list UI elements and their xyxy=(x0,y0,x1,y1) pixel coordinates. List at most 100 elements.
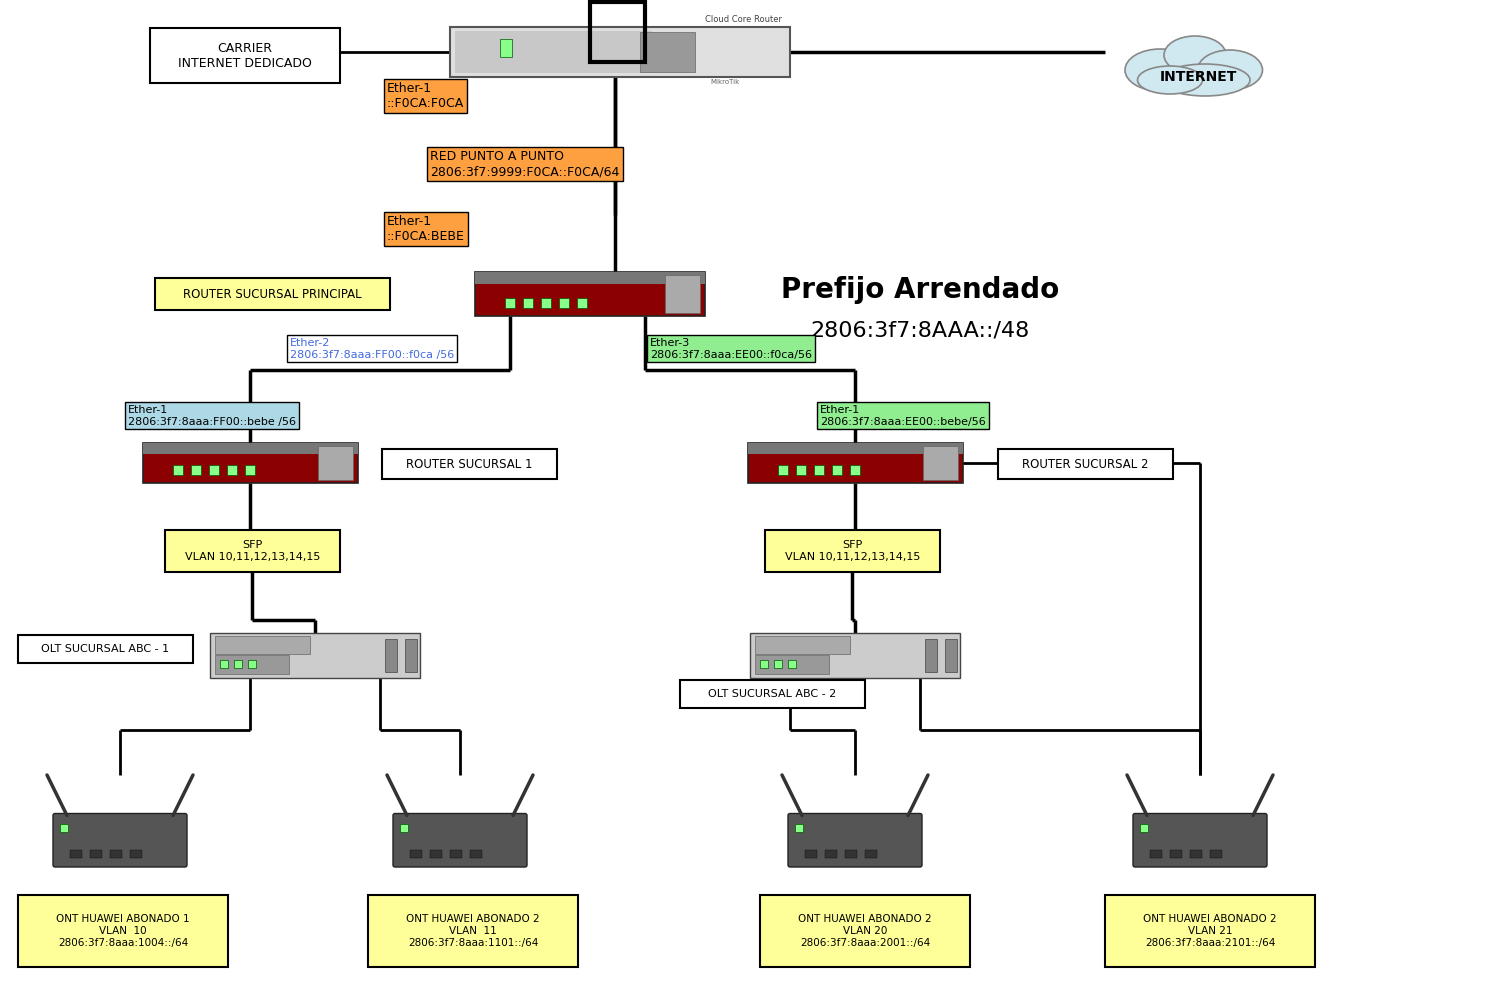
FancyBboxPatch shape xyxy=(18,895,228,967)
Text: OLT SUCURSAL ABC - 2: OLT SUCURSAL ABC - 2 xyxy=(708,689,837,699)
FancyBboxPatch shape xyxy=(500,39,512,57)
FancyBboxPatch shape xyxy=(849,465,859,475)
FancyBboxPatch shape xyxy=(825,850,837,858)
FancyBboxPatch shape xyxy=(154,278,390,310)
FancyBboxPatch shape xyxy=(234,660,242,668)
FancyBboxPatch shape xyxy=(214,635,309,654)
FancyBboxPatch shape xyxy=(788,814,922,867)
FancyBboxPatch shape xyxy=(1170,850,1182,858)
FancyBboxPatch shape xyxy=(777,465,788,475)
FancyBboxPatch shape xyxy=(1140,824,1148,832)
FancyBboxPatch shape xyxy=(410,850,422,858)
Text: INTERNET: INTERNET xyxy=(1160,70,1236,84)
FancyBboxPatch shape xyxy=(318,446,352,480)
Text: ROUTER SUCURSAL 1: ROUTER SUCURSAL 1 xyxy=(406,458,532,471)
Ellipse shape xyxy=(1197,50,1263,90)
FancyBboxPatch shape xyxy=(244,465,255,475)
FancyBboxPatch shape xyxy=(110,850,122,858)
Text: Ether-1
::F0CA:F0CA: Ether-1 ::F0CA:F0CA xyxy=(387,82,465,110)
Text: SFP
VLAN 10,11,12,13,14,15: SFP VLAN 10,11,12,13,14,15 xyxy=(784,540,920,562)
FancyBboxPatch shape xyxy=(765,530,940,572)
FancyBboxPatch shape xyxy=(165,530,340,572)
FancyBboxPatch shape xyxy=(998,449,1173,479)
FancyBboxPatch shape xyxy=(454,31,652,73)
FancyBboxPatch shape xyxy=(386,638,398,671)
FancyBboxPatch shape xyxy=(506,298,515,308)
FancyBboxPatch shape xyxy=(1210,850,1222,858)
FancyBboxPatch shape xyxy=(813,465,824,475)
FancyBboxPatch shape xyxy=(368,895,578,967)
FancyBboxPatch shape xyxy=(172,465,183,475)
Text: Ether-1
2806:3f7:8aaa:EE00::bebe/56: Ether-1 2806:3f7:8aaa:EE00::bebe/56 xyxy=(821,405,986,427)
Text: CARRIER
INTERNET DEDICADO: CARRIER INTERNET DEDICADO xyxy=(178,41,312,69)
FancyBboxPatch shape xyxy=(400,824,408,832)
FancyBboxPatch shape xyxy=(382,449,556,479)
Text: SFP
VLAN 10,11,12,13,14,15: SFP VLAN 10,11,12,13,14,15 xyxy=(184,540,320,562)
FancyBboxPatch shape xyxy=(190,465,201,475)
FancyBboxPatch shape xyxy=(90,850,102,858)
FancyBboxPatch shape xyxy=(210,632,420,677)
Text: ROUTER SUCURSAL PRINCIPAL: ROUTER SUCURSAL PRINCIPAL xyxy=(183,288,362,301)
FancyBboxPatch shape xyxy=(760,895,970,967)
FancyBboxPatch shape xyxy=(865,850,877,858)
FancyBboxPatch shape xyxy=(248,660,256,668)
FancyBboxPatch shape xyxy=(53,814,188,867)
FancyBboxPatch shape xyxy=(476,272,705,316)
FancyBboxPatch shape xyxy=(405,638,417,671)
Ellipse shape xyxy=(1137,66,1203,94)
FancyBboxPatch shape xyxy=(220,660,228,668)
FancyBboxPatch shape xyxy=(922,446,957,480)
Text: ROUTER SUCURSAL 2: ROUTER SUCURSAL 2 xyxy=(1023,458,1149,471)
FancyBboxPatch shape xyxy=(142,443,357,483)
Text: ONT HUAWEI ABONADO 2
VLAN  11
2806:3f7:8aaa:1101::/64: ONT HUAWEI ABONADO 2 VLAN 11 2806:3f7:8a… xyxy=(406,915,540,948)
FancyBboxPatch shape xyxy=(524,298,532,308)
Ellipse shape xyxy=(1125,49,1196,91)
Text: Prefijo Arrendado: Prefijo Arrendado xyxy=(782,276,1059,304)
Text: OLT SUCURSAL ABC - 1: OLT SUCURSAL ABC - 1 xyxy=(42,644,170,654)
FancyBboxPatch shape xyxy=(664,275,700,313)
FancyBboxPatch shape xyxy=(754,635,849,654)
Text: ONT HUAWEI ABONADO 1
VLAN  10
2806:3f7:8aaa:1004::/64: ONT HUAWEI ABONADO 1 VLAN 10 2806:3f7:8a… xyxy=(56,915,190,948)
FancyBboxPatch shape xyxy=(578,298,586,308)
Text: ONT HUAWEI ABONADO 2
VLAN 21
2806:3f7:8aaa:2101::/64: ONT HUAWEI ABONADO 2 VLAN 21 2806:3f7:8a… xyxy=(1143,915,1276,948)
FancyBboxPatch shape xyxy=(430,850,442,858)
FancyBboxPatch shape xyxy=(788,660,796,668)
Text: Ether-1
2806:3f7:8aaa:FF00::bebe /56: Ether-1 2806:3f7:8aaa:FF00::bebe /56 xyxy=(128,405,296,427)
Text: Ether-1
::F0CA:BEBE: Ether-1 ::F0CA:BEBE xyxy=(387,215,465,243)
FancyBboxPatch shape xyxy=(70,850,82,858)
FancyBboxPatch shape xyxy=(18,635,194,663)
FancyBboxPatch shape xyxy=(945,638,957,671)
FancyBboxPatch shape xyxy=(640,32,694,72)
FancyBboxPatch shape xyxy=(795,824,802,832)
FancyBboxPatch shape xyxy=(150,28,340,83)
FancyBboxPatch shape xyxy=(542,298,550,308)
FancyBboxPatch shape xyxy=(1190,850,1202,858)
Text: ONT HUAWEI ABONADO 2
VLAN 20
2806:3f7:8aaa:2001::/64: ONT HUAWEI ABONADO 2 VLAN 20 2806:3f7:8a… xyxy=(798,915,932,948)
Text: Ether-2
2806:3f7:8aaa:FF00::f0ca /56: Ether-2 2806:3f7:8aaa:FF00::f0ca /56 xyxy=(290,338,454,360)
FancyBboxPatch shape xyxy=(760,660,768,668)
FancyBboxPatch shape xyxy=(214,655,288,673)
FancyBboxPatch shape xyxy=(831,465,842,475)
Text: Ether-3
2806:3f7:8aaa:EE00::f0ca/56: Ether-3 2806:3f7:8aaa:EE00::f0ca/56 xyxy=(650,338,812,360)
FancyBboxPatch shape xyxy=(754,655,828,673)
FancyBboxPatch shape xyxy=(926,638,938,671)
Text: 2806:3f7:8AAA::/48: 2806:3f7:8AAA::/48 xyxy=(810,320,1029,340)
Text: MikroTik: MikroTik xyxy=(710,79,740,85)
FancyBboxPatch shape xyxy=(1106,895,1316,967)
FancyBboxPatch shape xyxy=(1150,850,1162,858)
FancyBboxPatch shape xyxy=(795,465,806,475)
Text: Cloud Core Router: Cloud Core Router xyxy=(705,15,782,24)
FancyBboxPatch shape xyxy=(393,814,526,867)
FancyBboxPatch shape xyxy=(450,850,462,858)
FancyBboxPatch shape xyxy=(60,824,68,832)
FancyBboxPatch shape xyxy=(476,272,705,285)
FancyBboxPatch shape xyxy=(142,443,357,454)
FancyBboxPatch shape xyxy=(774,660,782,668)
FancyBboxPatch shape xyxy=(226,465,237,475)
FancyBboxPatch shape xyxy=(130,850,142,858)
FancyBboxPatch shape xyxy=(1132,814,1268,867)
FancyBboxPatch shape xyxy=(470,850,482,858)
FancyBboxPatch shape xyxy=(806,850,818,858)
Ellipse shape xyxy=(1160,64,1250,96)
FancyBboxPatch shape xyxy=(209,465,219,475)
